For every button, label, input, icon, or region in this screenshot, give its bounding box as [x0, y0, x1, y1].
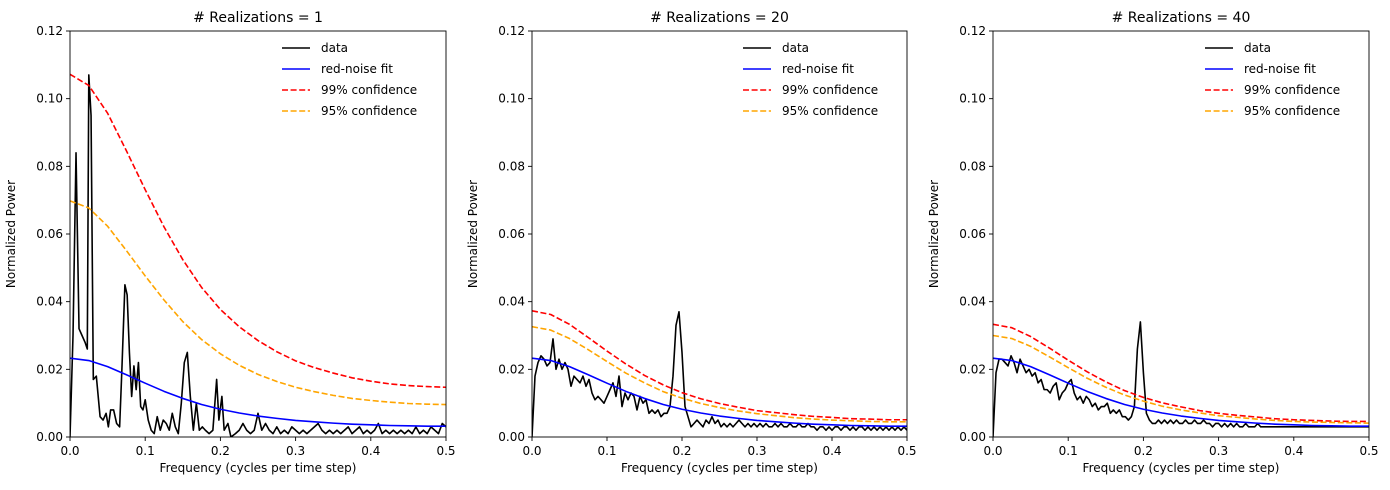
y-axis-label: Normalized Power: [466, 180, 480, 288]
legend: data red-noise fit 99% confidence 95% confi…: [282, 41, 417, 118]
y-tick-label: 0.10: [959, 92, 986, 106]
legend-label: red-noise fit: [782, 62, 854, 76]
y-tick-label: 0.12: [36, 24, 63, 38]
y-tick-label: 0.10: [36, 92, 63, 106]
x-tick-label: 0.1: [136, 444, 155, 458]
x-tick-label: 0.0: [522, 444, 541, 458]
x-tick-label: 0.2: [1134, 444, 1153, 458]
x-tick-label: 0.1: [597, 444, 616, 458]
y-tick-label: 0.02: [959, 362, 986, 376]
series-line-95-confidence: [70, 200, 446, 406]
y-tick-label: 0.04: [36, 295, 63, 309]
x-tick-label: 0.5: [436, 444, 455, 458]
legend-label: 99% confidence: [1244, 83, 1340, 97]
legend-label: data: [321, 41, 348, 55]
x-tick-label: 0.3: [286, 444, 305, 458]
x-axis-label: Frequency (cycles per time step): [621, 461, 818, 475]
chart-title: # Realizations = 20: [650, 10, 789, 26]
x-tick-label: 0.4: [361, 444, 380, 458]
chart-panel-2: 0.0 0.1 0.2 0.3 0.4 0.5 0.00 0.02 0.04 0.06 0.08 0.…: [466, 10, 917, 475]
x-axis-label: Frequency (cycles per time step): [160, 461, 357, 475]
legend-label: red-noise fit: [321, 62, 393, 76]
y-tick-label: 0.08: [498, 159, 525, 173]
y-axis-label: Normalized Power: [927, 180, 941, 288]
x-axis-label: Frequency (cycles per time step): [1083, 461, 1280, 475]
y-tick-label: 0.12: [959, 24, 986, 38]
y-tick-label: 0.12: [498, 24, 525, 38]
y-tick-label: 0.08: [959, 159, 986, 173]
series-line-99-confidence: [993, 323, 1369, 423]
x-tick-label: 0.4: [822, 444, 841, 458]
y-tick-label: 0.04: [498, 295, 525, 309]
x-tick-label: 0.1: [1059, 444, 1078, 458]
series-group: [532, 310, 907, 437]
y-tick-label: 0.06: [498, 227, 525, 241]
legend-label: 95% confidence: [1244, 104, 1340, 118]
series-line-red-noise-fit: [70, 357, 446, 427]
legend-label: 95% confidence: [321, 104, 417, 118]
y-tick-label: 0.10: [498, 92, 525, 106]
chart-panel-3: 0.0 0.1 0.2 0.3 0.4 0.5 0.00 0.02 0.04 0.06 0.08 0.…: [927, 10, 1379, 475]
y-tick-label: 0.06: [959, 227, 986, 241]
series-group: [993, 321, 1369, 437]
x-tick-label: 0.0: [983, 444, 1002, 458]
chart-panel-1: 0.0 0.1 0.2 0.3 0.4 0.5 0.00 0.02 0.04 0.06 0.08 0.…: [4, 10, 456, 475]
series-line-95-confidence: [993, 334, 1369, 424]
series-line-95-confidence: [532, 325, 907, 423]
chart-title: # Realizations = 1: [193, 10, 323, 26]
legend-label: red-noise fit: [1244, 62, 1316, 76]
legend-label: 99% confidence: [321, 83, 417, 97]
x-tick-label: 0.5: [1359, 444, 1378, 458]
legend-label: data: [782, 41, 809, 55]
y-tick-label: 0.02: [498, 362, 525, 376]
y-tick-label: 0.00: [959, 430, 986, 444]
x-tick-label: 0.2: [211, 444, 230, 458]
chart-title: # Realizations = 40: [1112, 10, 1251, 26]
legend-label: 99% confidence: [782, 83, 878, 97]
x-tick-label: 0.2: [672, 444, 691, 458]
x-tick-label: 0.4: [1284, 444, 1303, 458]
y-tick-label: 0.04: [959, 295, 986, 309]
legend-label: data: [1244, 41, 1271, 55]
y-tick-label: 0.00: [36, 430, 63, 444]
x-tick-label: 0.0: [60, 444, 79, 458]
series-line-red-noise-fit: [532, 357, 907, 427]
x-tick-label: 0.3: [747, 444, 766, 458]
series-line-data: [993, 321, 1369, 437]
x-tick-label: 0.3: [1209, 444, 1228, 458]
legend: data red-noise fit 99% confidence 95% confi…: [743, 41, 878, 118]
y-tick-label: 0.02: [36, 362, 63, 376]
series-line-data: [70, 74, 446, 437]
series-line-data: [532, 311, 907, 437]
y-tick-label: 0.00: [498, 430, 525, 444]
series-line-red-noise-fit: [993, 357, 1369, 427]
series-line-99-confidence: [532, 310, 907, 421]
series-group: [70, 73, 446, 437]
y-axis-label: Normalized Power: [4, 180, 18, 288]
x-tick-label: 0.5: [897, 444, 916, 458]
legend-label: 95% confidence: [782, 104, 878, 118]
y-tick-label: 0.06: [36, 227, 63, 241]
series-line-99-confidence: [70, 73, 446, 389]
y-tick-label: 0.08: [36, 159, 63, 173]
legend: data red-noise fit 99% confidence 95% confi…: [1205, 41, 1340, 118]
